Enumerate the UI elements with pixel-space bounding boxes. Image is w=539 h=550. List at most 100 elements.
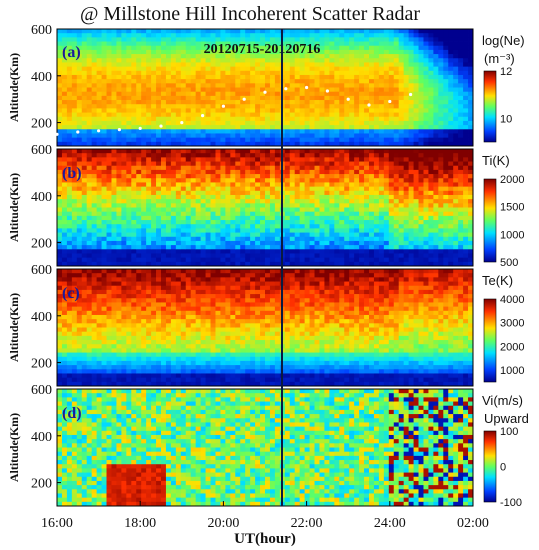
heatmap-cell <box>96 228 102 233</box>
heatmap-cell <box>388 215 395 221</box>
heatmap-cell <box>294 141 301 147</box>
heatmap-cell <box>324 257 330 263</box>
heatmap-cell <box>294 207 301 213</box>
heatmap-cell <box>294 45 301 51</box>
heatmap-cell <box>76 33 83 38</box>
heatmap-cell <box>235 186 241 192</box>
heatmap-cell <box>428 108 434 113</box>
heatmap-cell <box>373 220 380 225</box>
heatmap-cell <box>468 95 474 101</box>
heatmap-cell <box>81 95 88 101</box>
heatmap-cell <box>463 232 469 238</box>
heatmap-cell <box>294 62 301 68</box>
heatmap-cell <box>151 169 157 175</box>
heatmap-cell <box>106 125 112 130</box>
heatmap-cell <box>418 129 424 134</box>
heatmap-cell <box>304 91 310 97</box>
heatmap-cell <box>66 298 73 303</box>
heatmap-cell <box>161 29 167 34</box>
heatmap-cell <box>225 149 231 154</box>
heatmap-cell <box>269 249 276 254</box>
heatmap-cell <box>255 108 261 113</box>
heatmap-cell <box>91 344 98 349</box>
heatmap-cell <box>215 33 221 38</box>
heatmap-cell <box>116 141 122 147</box>
heatmap-cell <box>289 125 296 130</box>
heatmap-cell <box>61 323 68 328</box>
heatmap-cell <box>220 169 226 175</box>
heatmap-cell <box>354 178 360 183</box>
heatmap-cell <box>260 116 266 122</box>
heatmap-cell <box>260 178 266 183</box>
colorbar-unit: (m⁻³) <box>484 51 515 66</box>
heatmap-cell <box>354 129 360 134</box>
heatmap-cell <box>329 129 335 134</box>
heatmap-cell <box>86 74 93 80</box>
heatmap-cell <box>458 149 464 154</box>
heatmap-cell <box>324 165 330 171</box>
heatmap-cell <box>468 153 474 158</box>
heatmap-cell <box>428 79 434 84</box>
heatmap-cell <box>299 37 306 42</box>
heatmap-cell <box>304 95 310 101</box>
heatmap-cell <box>319 100 325 105</box>
heatmap-cell <box>369 91 375 97</box>
heatmap-cell <box>225 161 231 167</box>
heatmap-cell <box>210 29 216 34</box>
heatmap-cell <box>136 257 142 263</box>
heatmap-cell <box>106 95 112 101</box>
heatmap-cell <box>180 141 187 147</box>
heatmap-cell <box>354 112 360 118</box>
heatmap-cell <box>468 141 474 147</box>
heatmap-cell <box>86 133 93 139</box>
heatmap-cell <box>388 66 395 72</box>
heatmap-cell <box>344 66 350 72</box>
heatmap-cell <box>269 49 276 55</box>
heatmap-cell <box>136 66 142 72</box>
heatmap-cell <box>111 240 117 246</box>
heatmap-cell <box>369 203 375 208</box>
heatmap-cell <box>86 120 93 126</box>
heatmap-cell <box>61 112 68 118</box>
heatmap-cell <box>324 91 330 97</box>
heatmap-cell <box>468 37 474 42</box>
heatmap-cell <box>255 194 261 200</box>
heatmap-cell <box>359 100 365 105</box>
heatmap-cell <box>299 29 306 34</box>
heatmap-cell <box>116 95 122 101</box>
heatmap-cell <box>225 186 231 192</box>
heatmap-cell <box>443 186 449 192</box>
heatmap-cell <box>126 37 132 42</box>
heatmap-cell <box>443 249 449 254</box>
heatmap-cell <box>86 302 93 308</box>
heatmap-cell <box>240 199 246 204</box>
heatmap-cell <box>121 220 127 225</box>
heatmap-cell <box>443 215 449 221</box>
heatmap-cell <box>170 141 177 147</box>
heatmap-cell <box>398 249 405 254</box>
heatmap-cell <box>408 74 414 80</box>
heatmap-cell <box>373 178 380 183</box>
heatmap-cell <box>161 165 167 171</box>
heatmap-cell <box>299 153 306 158</box>
heatmap-cell <box>393 253 400 259</box>
heatmap-cell <box>468 186 474 192</box>
heatmap-cell <box>161 157 167 162</box>
heatmap-cell <box>418 87 424 93</box>
heatmap-cell <box>185 112 192 118</box>
heatmap-cell <box>165 29 172 34</box>
heatmap-cell <box>378 215 385 221</box>
heatmap-cell <box>408 224 414 229</box>
heatmap-cell <box>378 91 385 97</box>
heatmap-cell <box>398 74 405 80</box>
heatmap-cell <box>121 182 127 188</box>
heatmap-cell <box>205 54 211 59</box>
heatmap-cell <box>165 95 172 101</box>
heatmap-cell <box>344 153 350 158</box>
heatmap-cell <box>76 161 83 167</box>
heatmap-cell <box>81 257 88 263</box>
heatmap-cell <box>225 133 231 139</box>
heatmap-cell <box>81 141 88 147</box>
heatmap-cell <box>369 49 375 55</box>
heatmap-cell <box>205 37 211 42</box>
